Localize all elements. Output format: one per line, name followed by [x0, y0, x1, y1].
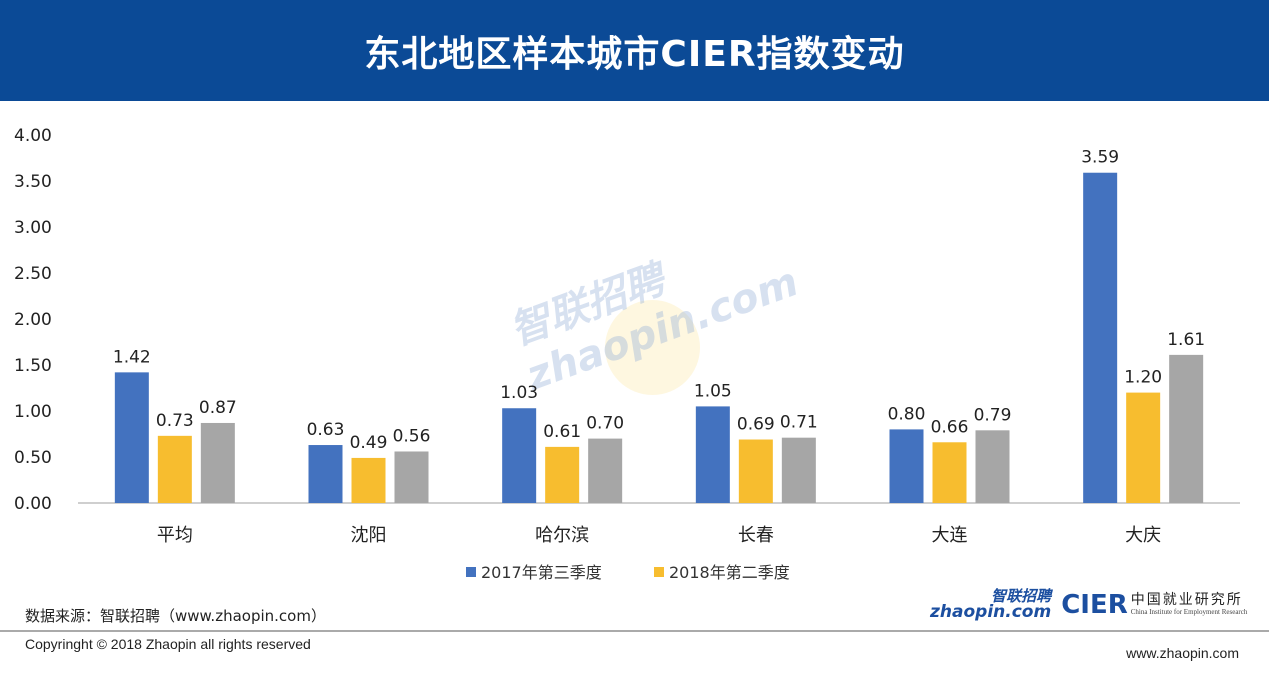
logos: 智联招聘 zhaopin.com CIER 中国就业研究所 China Inst…: [930, 585, 1247, 625]
bar: [1169, 354, 1204, 503]
watermark-circle: [605, 300, 700, 395]
data-label: 1.20: [1124, 368, 1162, 388]
legend-swatch: [654, 567, 664, 577]
zhaopin-logo-cn: 智联招聘: [991, 587, 1052, 605]
cier-logo-en: China Institute for Employment Research: [1130, 607, 1248, 616]
bar: [588, 438, 623, 503]
legend-label: 2017年第三季度: [481, 563, 602, 582]
data-label: 0.73: [156, 411, 194, 431]
data-label: 0.56: [393, 426, 431, 446]
bar: [394, 451, 429, 503]
bar: [351, 457, 386, 503]
data-label: 0.70: [586, 414, 624, 434]
category-label: 平均: [157, 525, 193, 546]
category-label: 沈阳: [351, 525, 387, 546]
bar: [502, 408, 537, 503]
y-tick-label: 2.50: [14, 264, 52, 284]
footer-divider: [0, 630, 1269, 632]
bar: [738, 439, 773, 503]
bar: [545, 446, 580, 503]
data-label: 0.63: [307, 420, 345, 440]
zhaopin-logo: 智联招聘 zhaopin.com: [930, 589, 1051, 621]
y-tick-label: 1.50: [14, 356, 52, 376]
bar: [781, 437, 816, 503]
y-tick-label: 4.00: [14, 126, 52, 146]
y-tick-label: 2.00: [14, 310, 52, 330]
data-label: 0.61: [543, 422, 581, 442]
category-label: 大连: [932, 525, 968, 546]
copyright: Copyringht © 2018 Zhaopin all rights res…: [25, 636, 311, 652]
data-source: 数据来源：智联招聘（www.zhaopin.com）: [25, 607, 326, 625]
bar: [157, 435, 192, 503]
data-label: 1.05: [694, 381, 732, 401]
y-tick-label: 0.50: [14, 448, 52, 468]
bar: [1126, 392, 1161, 503]
category-label: 大庆: [1125, 525, 1161, 546]
cier-logo-cn: 中国就业研究所: [1130, 592, 1243, 609]
category-label: 长春: [738, 525, 774, 546]
bar: [932, 442, 967, 503]
data-label: 0.69: [737, 415, 775, 435]
legend-swatch: [466, 567, 476, 577]
data-label: 0.71: [780, 413, 818, 433]
title-banner: 东北地区样本城市CIER指数变动: [0, 0, 1269, 101]
bar: [114, 372, 149, 503]
bar: [308, 445, 343, 503]
y-tick-label: 3.50: [14, 172, 52, 192]
bar-chart: 0.00 0.50 1.00 1.50 2.00 2.50 3.00 3.50 4.00 1.42…: [14, 126, 1240, 582]
cier-logo: CIER 中国就业研究所 China Institute for Employm…: [1061, 590, 1247, 620]
bar: [1083, 172, 1118, 503]
data-label: 0.79: [974, 405, 1012, 425]
bar: [975, 430, 1010, 503]
data-label: 1.03: [500, 383, 538, 403]
bar: [889, 429, 924, 503]
site-url: www.zhaopin.com: [1126, 645, 1239, 661]
zhaopin-logo-en: zhaopin.com: [930, 602, 1052, 622]
y-tick-label: 1.00: [14, 402, 52, 422]
data-label: 3.59: [1081, 148, 1119, 168]
cier-logo-mark: CIER: [1061, 590, 1128, 620]
y-tick-label: 3.00: [14, 218, 52, 238]
bar: [695, 406, 730, 503]
data-label: 0.49: [350, 433, 388, 453]
bar: [200, 422, 235, 503]
data-label: 1.42: [113, 347, 151, 367]
data-label: 1.61: [1167, 330, 1205, 350]
y-tick-label: 0.00: [14, 494, 52, 514]
chart-title: 东北地区样本城市CIER指数变动: [364, 33, 905, 75]
data-label: 0.66: [931, 417, 969, 437]
legend-label: 2018年第二季度: [669, 563, 790, 582]
category-label: 哈尔滨: [535, 525, 589, 546]
data-label: 0.80: [888, 404, 926, 424]
data-label: 0.87: [199, 398, 237, 418]
